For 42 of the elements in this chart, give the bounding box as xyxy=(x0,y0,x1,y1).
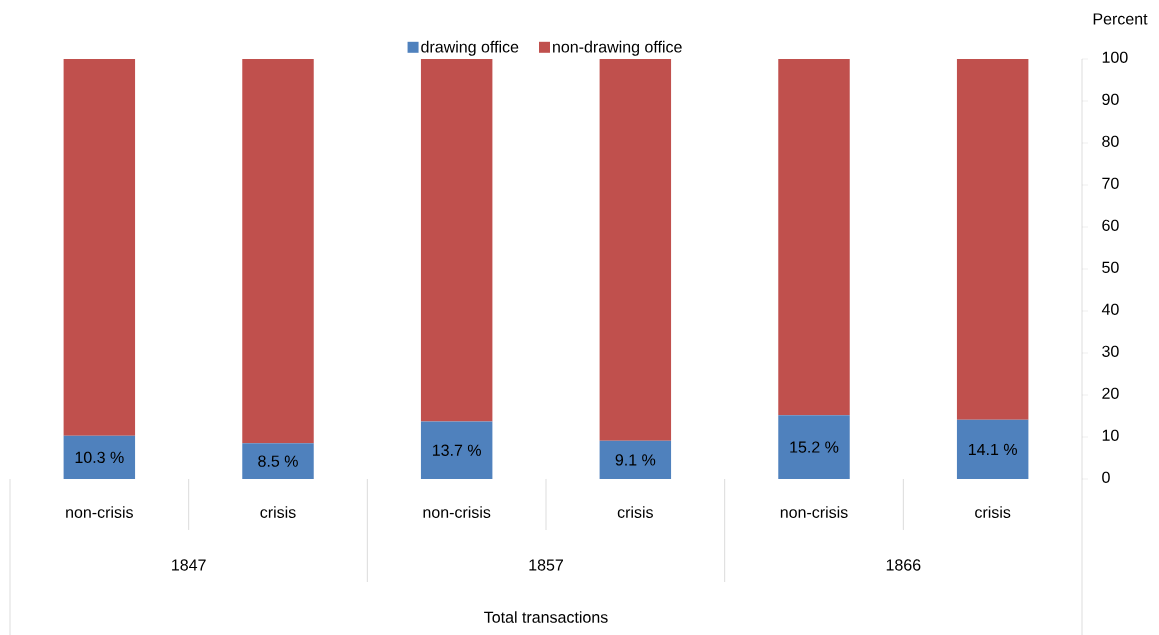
x-tick-label: crisis xyxy=(975,506,1011,518)
x-tick-label: crisis xyxy=(260,506,296,518)
x-tick-label: non-crisis xyxy=(423,506,491,518)
legend-label: non-drawing office xyxy=(553,40,682,56)
bar xyxy=(242,443,314,479)
y-tick-label: 20 xyxy=(1102,387,1119,399)
bar xyxy=(420,421,493,479)
legend-label: drawing office xyxy=(421,40,519,56)
y-tick-label: 40 xyxy=(1101,303,1119,315)
data-label: 13.7 % xyxy=(432,444,481,456)
y-tick-label: 50 xyxy=(1102,261,1119,273)
y-tick-label: 100 xyxy=(1102,51,1128,63)
x-tick-label: crisis xyxy=(617,506,653,518)
bar xyxy=(599,59,672,441)
bar xyxy=(778,415,850,479)
y-tick-label: 80 xyxy=(1102,135,1119,147)
text: Total transactions xyxy=(484,611,608,623)
data-label: 8.5 % xyxy=(258,455,298,467)
x-tick-label: non-crisis xyxy=(780,506,848,518)
text: 1866 xyxy=(886,559,921,571)
bar xyxy=(956,419,1029,479)
bar xyxy=(599,440,672,479)
y-tick-label: 30 xyxy=(1102,345,1119,357)
data-label: 14.1 % xyxy=(968,443,1017,455)
y-tick-label: 90 xyxy=(1102,93,1119,105)
y-tick-label: 60 xyxy=(1102,219,1119,231)
text: 1847 xyxy=(172,559,206,571)
text: 1857 xyxy=(529,559,563,571)
bar xyxy=(63,59,136,436)
y-tick-label: 10 xyxy=(1102,429,1119,441)
bar xyxy=(778,59,850,416)
data-label: 9.1 % xyxy=(615,454,656,466)
data-label: 10.3 % xyxy=(75,451,124,464)
data-label: 15.2 % xyxy=(790,441,839,453)
y-axis-title: Percent xyxy=(1093,13,1148,25)
y-tick-label: 70 xyxy=(1102,177,1119,189)
bar xyxy=(956,59,1029,420)
bar xyxy=(63,435,136,479)
bar xyxy=(242,59,314,444)
x-tick-label: non-crisis xyxy=(66,506,133,518)
bar xyxy=(420,59,493,422)
y-tick-label: 0 xyxy=(1102,471,1110,483)
